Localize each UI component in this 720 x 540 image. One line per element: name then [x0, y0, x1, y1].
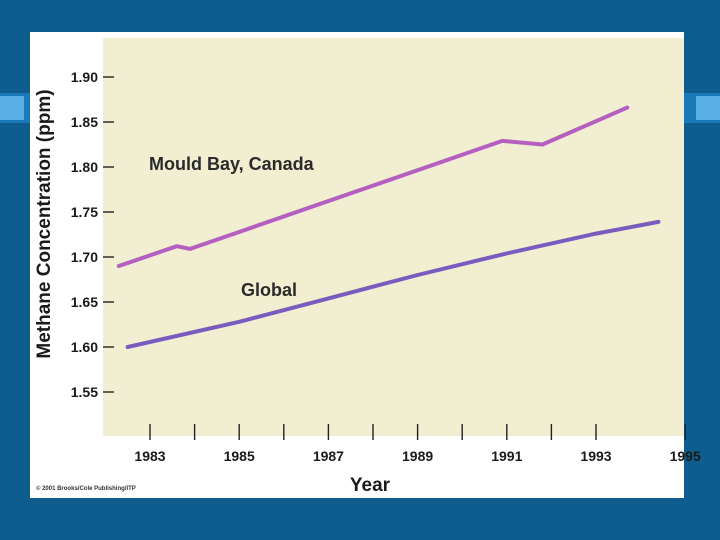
y-tick-label: 1.70 [71, 249, 98, 265]
x-tick-label: 1989 [402, 448, 433, 464]
y-axis-label: Methane Concentration (ppm) [34, 89, 55, 359]
y-tick-label: 1.60 [71, 339, 98, 355]
y-tick-label: 1.65 [71, 294, 98, 310]
x-tick-label: 1995 [670, 448, 701, 464]
x-axis-label: Year [349, 475, 391, 496]
series-line-0 [116, 105, 630, 268]
band-square-left [0, 96, 24, 120]
x-tick-label: 1983 [134, 448, 165, 464]
y-tick-label: 1.85 [71, 114, 98, 130]
y-tick-label: 1.90 [71, 69, 98, 85]
y-tick-label: 1.80 [71, 159, 98, 175]
band-square-right [696, 96, 720, 120]
x-tick-label: 1991 [491, 448, 522, 464]
x-tick-label: 1985 [224, 448, 255, 464]
copyright-text: © 2001 Brooks/Cole Publishing/ITP [36, 486, 136, 492]
x-tick-label: 1993 [580, 448, 611, 464]
series-label: Mould Bay, Canada [149, 154, 315, 174]
x-tick-label: 1987 [313, 448, 344, 464]
series-label: Global [241, 280, 297, 300]
y-tick-label: 1.75 [71, 204, 98, 220]
series-line-1 [125, 219, 661, 349]
y-tick-label: 1.55 [71, 384, 98, 400]
